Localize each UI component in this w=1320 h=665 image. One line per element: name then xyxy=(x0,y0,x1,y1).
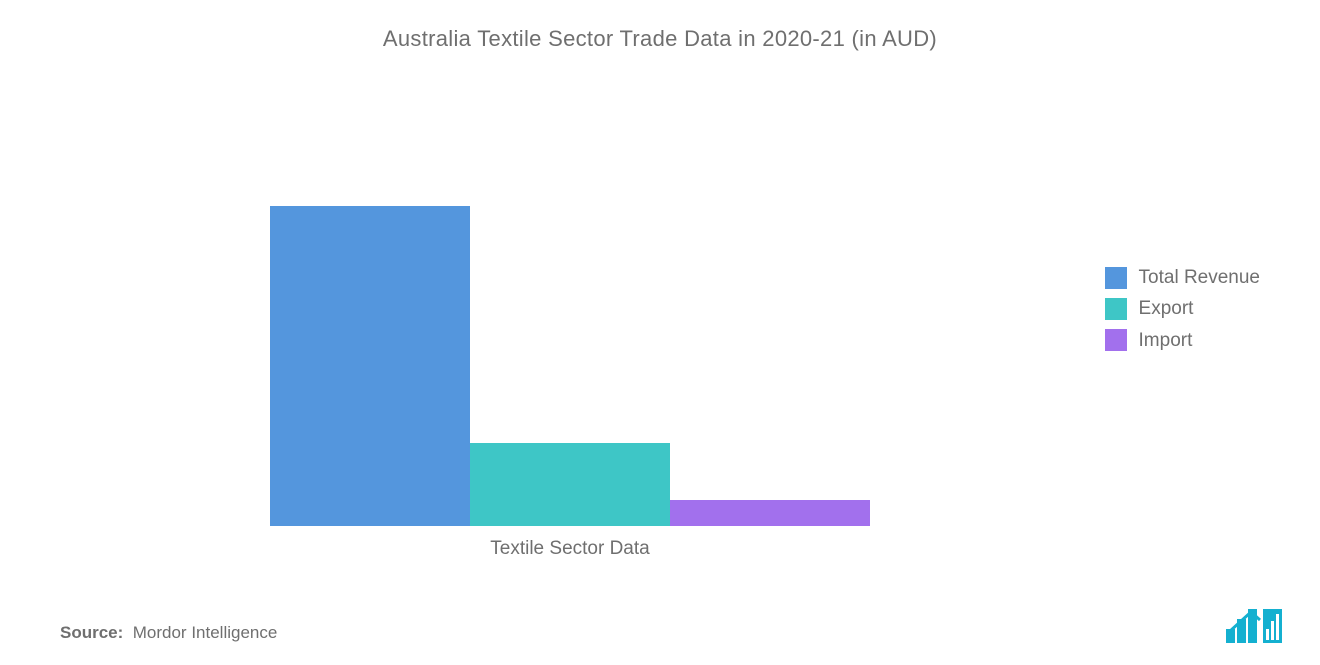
legend-label: Total Revenue xyxy=(1139,262,1260,293)
legend-item-import: Import xyxy=(1105,325,1260,356)
bar-import xyxy=(670,500,870,526)
bar-export xyxy=(470,443,670,526)
legend-label: Import xyxy=(1139,325,1193,356)
x-axis-label: Textile Sector Data xyxy=(270,538,870,560)
chart-title: Australia Textile Sector Trade Data in 2… xyxy=(0,26,1320,52)
mordor-logo-icon xyxy=(1226,609,1282,643)
legend-swatch-import xyxy=(1105,329,1127,351)
legend-item-total-revenue: Total Revenue xyxy=(1105,262,1260,293)
legend-item-export: Export xyxy=(1105,293,1260,324)
bar-total-revenue xyxy=(270,206,470,526)
chart-legend: Total Revenue Export Import xyxy=(1105,262,1260,356)
legend-swatch-total-revenue xyxy=(1105,267,1127,289)
source-label: Source: xyxy=(60,623,123,642)
legend-label: Export xyxy=(1139,293,1194,324)
source-attribution: Source: Mordor Intelligence xyxy=(60,623,277,643)
source-text: Mordor Intelligence xyxy=(133,623,278,642)
legend-swatch-export xyxy=(1105,298,1127,320)
bar-chart-plot xyxy=(270,206,870,526)
